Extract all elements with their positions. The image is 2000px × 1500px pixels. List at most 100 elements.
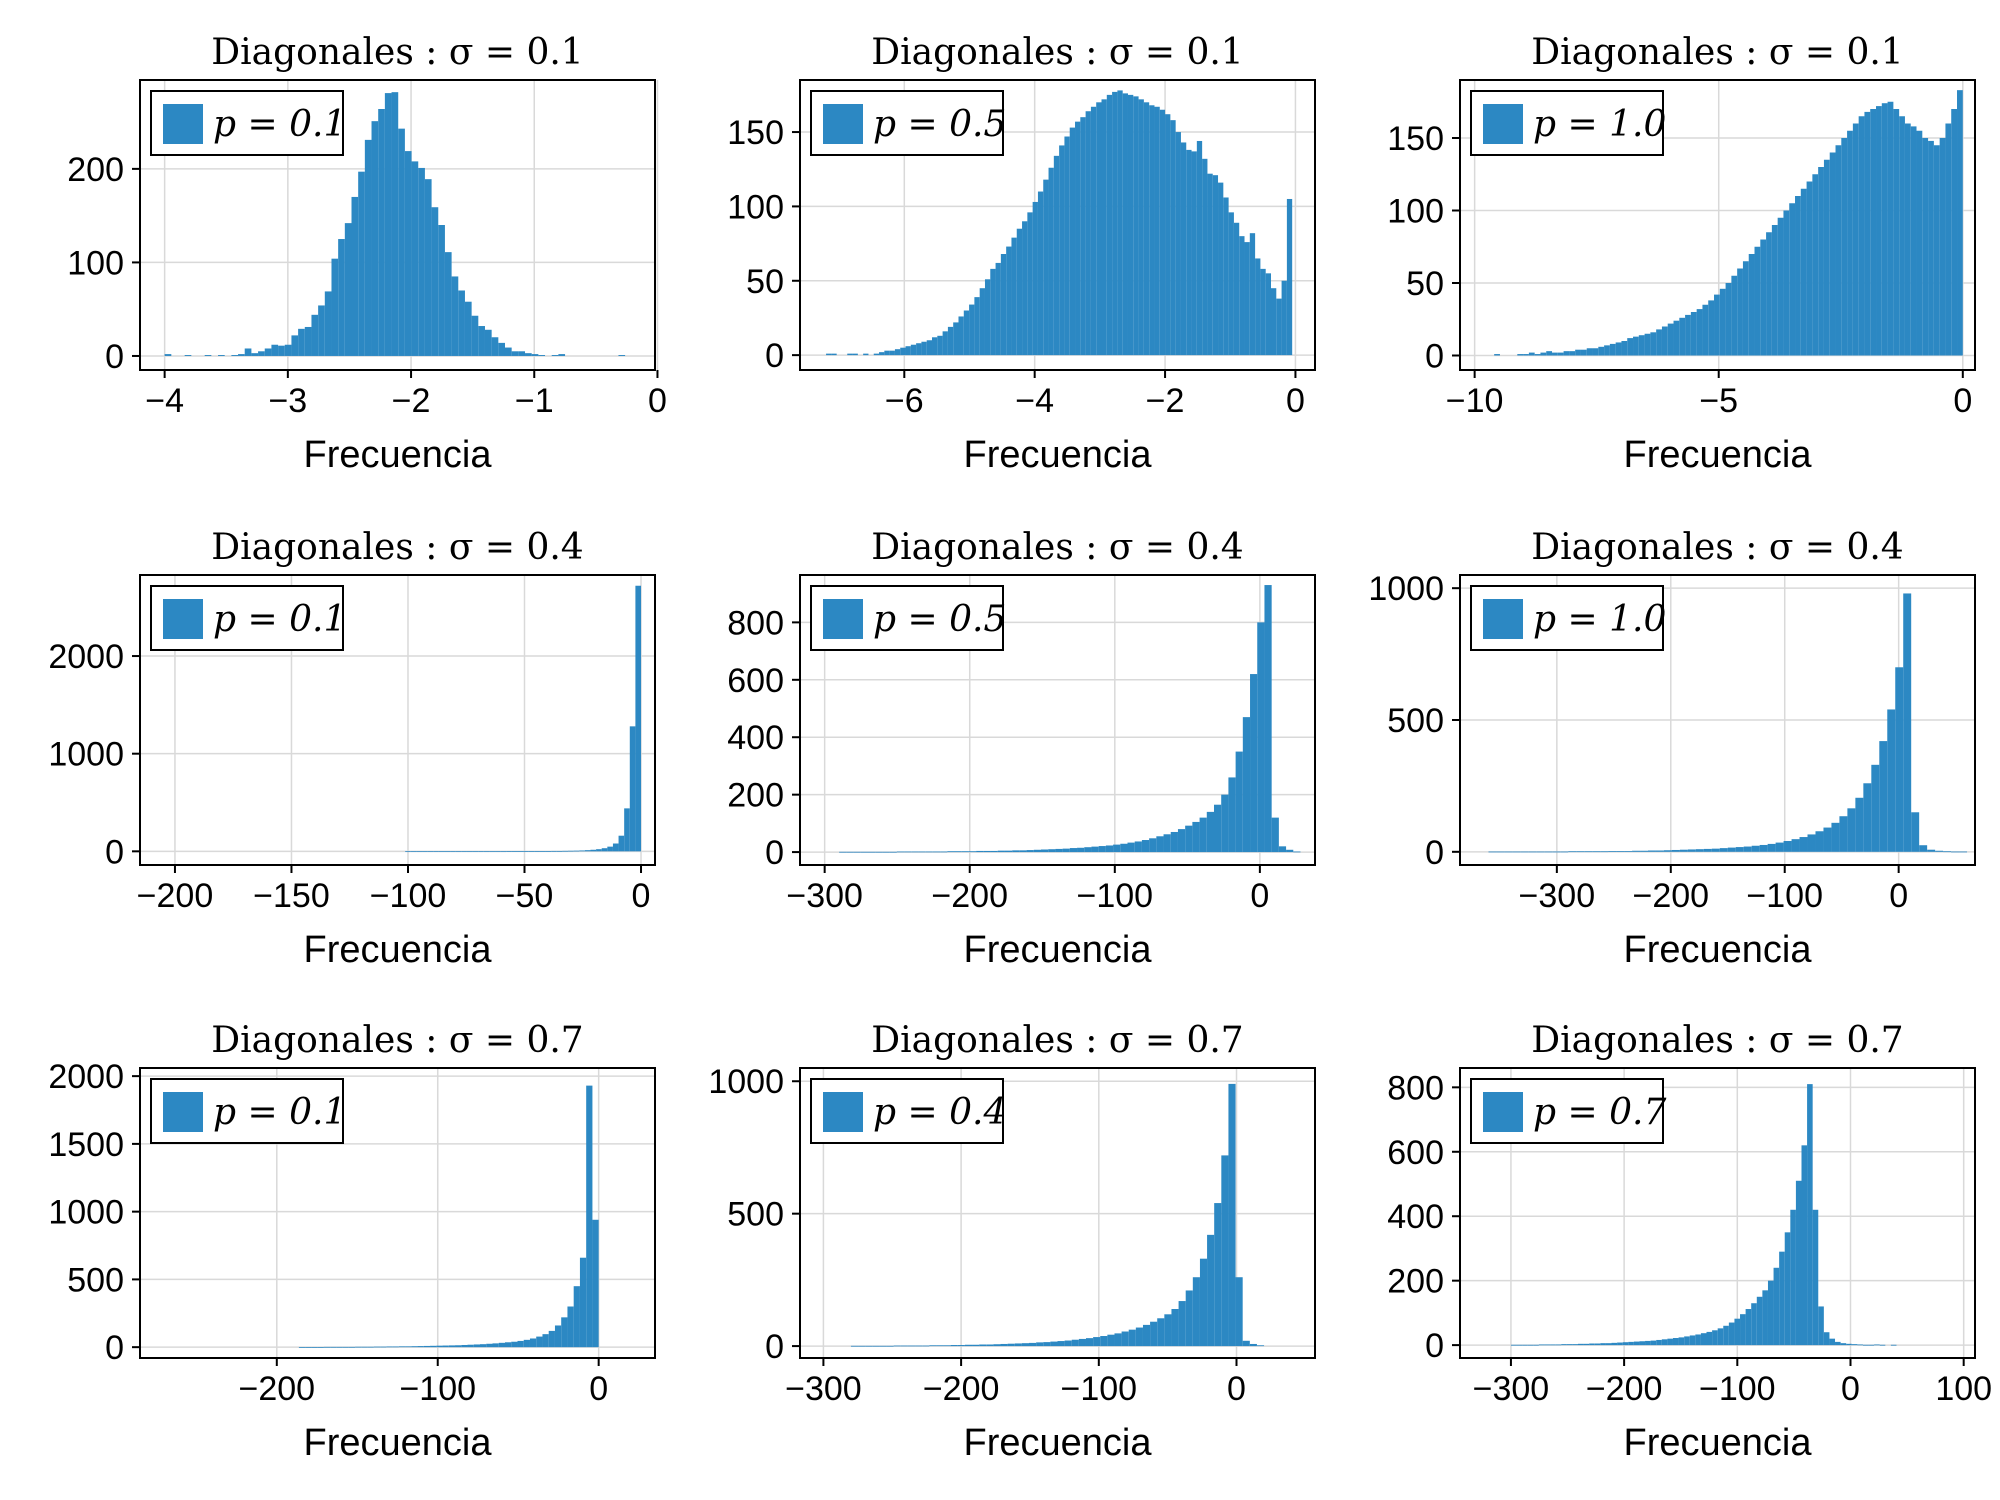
histogram-bar bbox=[590, 849, 597, 852]
histogram-bar bbox=[204, 355, 212, 356]
histogram-bar bbox=[561, 1317, 568, 1348]
histogram-bar bbox=[847, 353, 853, 356]
histogram-bar bbox=[1801, 1145, 1808, 1346]
histogram-bar bbox=[556, 850, 563, 852]
y-tick-label: 100 bbox=[1387, 193, 1444, 231]
x-tick-label: 100 bbox=[1935, 1370, 1992, 1408]
legend-label: p = 0.7 bbox=[1533, 1092, 1666, 1133]
histogram-bar bbox=[1863, 783, 1872, 852]
histogram-bar bbox=[1040, 849, 1049, 853]
x-axis-label: Frecuencia bbox=[964, 929, 1153, 971]
histogram-bar bbox=[1756, 1296, 1763, 1346]
histogram-bar bbox=[1135, 1327, 1143, 1347]
x-tick-label: −100 bbox=[370, 877, 447, 915]
histogram-bar bbox=[430, 1345, 437, 1348]
histogram-bar bbox=[1235, 1277, 1243, 1347]
histogram-bar bbox=[1122, 93, 1128, 356]
histogram-bar bbox=[1791, 839, 1800, 852]
x-axis-label: Frecuencia bbox=[304, 929, 493, 971]
histogram-bar bbox=[1904, 123, 1911, 356]
histogram-bar bbox=[558, 354, 566, 356]
histogram-bar bbox=[461, 851, 467, 853]
histogram-bar bbox=[1789, 203, 1796, 356]
histogram-bar bbox=[1759, 844, 1768, 852]
histogram-bar bbox=[1696, 309, 1703, 356]
histogram-bar bbox=[1742, 261, 1749, 356]
histogram-bar bbox=[1000, 1343, 1008, 1347]
histogram-bar bbox=[826, 353, 832, 356]
y-tick-label: 600 bbox=[727, 662, 784, 700]
histogram-bar bbox=[271, 344, 279, 356]
histogram-bar bbox=[1795, 1180, 1802, 1346]
histogram-bar bbox=[548, 1330, 555, 1348]
histogram-bar bbox=[417, 1346, 424, 1348]
y-tick-label: 0 bbox=[765, 834, 784, 872]
x-tick-label: 0 bbox=[1227, 1370, 1246, 1408]
histogram-bar bbox=[517, 851, 524, 852]
histogram-bar bbox=[380, 1346, 387, 1348]
histogram-bar bbox=[1702, 304, 1709, 356]
histogram-bar bbox=[1043, 1342, 1051, 1347]
histogram-bar bbox=[1157, 1318, 1165, 1347]
histogram-bar bbox=[1928, 140, 1934, 356]
histogram-bar bbox=[1257, 622, 1265, 853]
y-tick-label: 1000 bbox=[1368, 570, 1444, 608]
x-tick-label: −100 bbox=[1746, 877, 1823, 915]
y-tick-label: 500 bbox=[727, 1196, 784, 1234]
histogram-bar bbox=[1841, 138, 1848, 356]
panel-title: Diagonales : σ = 0.4 bbox=[871, 527, 1243, 568]
histogram-bar bbox=[529, 1338, 537, 1348]
histogram-bar bbox=[1583, 1343, 1590, 1346]
histogram-bar bbox=[1242, 717, 1251, 853]
histogram-bar bbox=[1192, 821, 1200, 853]
histogram-bar bbox=[875, 851, 883, 853]
histogram-bar bbox=[1840, 1343, 1847, 1346]
panel-title: Diagonales : σ = 0.1 bbox=[211, 32, 583, 73]
histogram-bar bbox=[900, 347, 906, 356]
x-tick-label: 0 bbox=[648, 382, 667, 420]
legend-swatch bbox=[823, 599, 863, 639]
histogram-bar bbox=[1723, 1325, 1729, 1346]
histogram-bar bbox=[1012, 850, 1020, 853]
histogram-bar bbox=[392, 1346, 399, 1348]
histogram-bar bbox=[916, 343, 922, 356]
y-tick-label: 200 bbox=[67, 151, 124, 189]
histogram-bar bbox=[1165, 114, 1171, 356]
histogram-bar bbox=[1679, 849, 1688, 852]
legend-label: p = 0.1 bbox=[213, 104, 346, 145]
histogram-bar bbox=[411, 1346, 418, 1348]
histogram-bar bbox=[1523, 354, 1529, 356]
histogram-bar bbox=[1563, 351, 1570, 356]
histogram-bar bbox=[1667, 1338, 1673, 1346]
histogram-bar bbox=[1727, 847, 1736, 852]
histogram-bar bbox=[391, 92, 399, 356]
histogram-bar bbox=[1592, 348, 1599, 356]
histogram-bar bbox=[331, 258, 339, 356]
x-tick-label: −50 bbox=[496, 877, 554, 915]
histogram-bar bbox=[298, 328, 305, 356]
x-tick-label: 0 bbox=[1841, 1370, 1860, 1408]
histogram-bar bbox=[990, 268, 996, 356]
histogram-bar bbox=[1561, 1344, 1567, 1346]
histogram-panel-5: −300 −200 −100 0 0 200 400 600 800 Diagonales : σ… bbox=[727, 527, 1316, 971]
histogram-bar bbox=[506, 851, 512, 852]
histogram-bar bbox=[1011, 237, 1017, 356]
histogram-bar bbox=[411, 161, 419, 356]
histogram-bar bbox=[947, 851, 955, 853]
histogram-bar bbox=[1048, 849, 1056, 853]
histogram-bar bbox=[1271, 817, 1279, 853]
histogram-bar bbox=[1740, 1314, 1746, 1346]
histogram-bar bbox=[1105, 845, 1114, 853]
histogram-bar bbox=[1690, 312, 1697, 356]
histogram-bar bbox=[355, 1346, 362, 1348]
histogram-bar bbox=[1566, 1344, 1573, 1346]
histogram-bar bbox=[1178, 1301, 1186, 1347]
histogram-bar bbox=[1075, 121, 1081, 356]
histogram-bar bbox=[997, 850, 1005, 853]
histogram-bar bbox=[1708, 300, 1715, 356]
histogram-bar bbox=[1671, 849, 1680, 852]
histogram-bar bbox=[1488, 851, 1497, 853]
histogram-bar bbox=[404, 151, 412, 356]
histogram-bar bbox=[1899, 116, 1905, 356]
histogram-bar bbox=[1244, 242, 1250, 356]
